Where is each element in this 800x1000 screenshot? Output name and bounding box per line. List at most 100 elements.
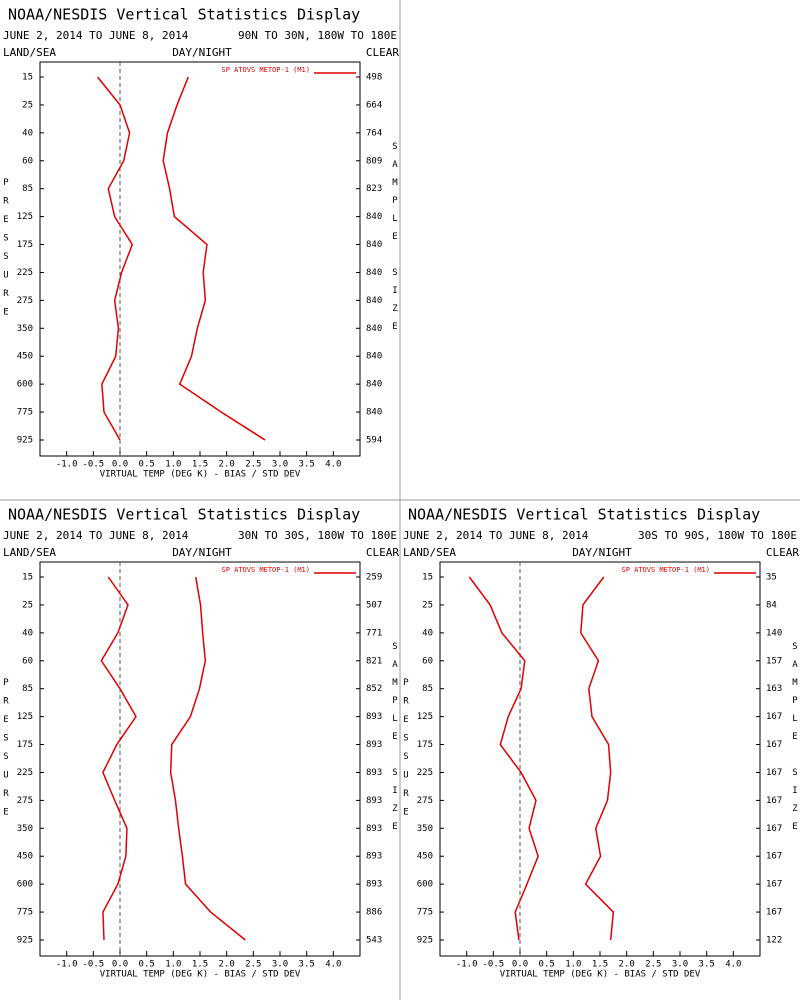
- legend-label: SP ATOVS METOP-1 (M1): [221, 66, 310, 74]
- pressure-label: 600: [17, 380, 33, 390]
- pressure-label: 60: [22, 656, 33, 666]
- x-tick-label: 1.0: [165, 960, 181, 970]
- x-tick-label: 2.0: [219, 460, 235, 470]
- pressure-label: 175: [17, 240, 33, 250]
- pressure-label: 40: [22, 128, 33, 138]
- sample-size: 167: [766, 908, 782, 918]
- pressure-label: 350: [417, 824, 433, 834]
- sample-size: 840: [366, 212, 382, 222]
- panel: NOAA/NESDIS Vertical Statistics Display J…: [3, 506, 399, 980]
- pressure-label: 925: [17, 936, 33, 946]
- chart-title: NOAA/NESDIS Vertical Statistics Display: [8, 6, 360, 24]
- x-axis-label: VIRTUAL TEMP (DEG K) - BIAS / STD DEV: [500, 970, 701, 980]
- x-tick-label: 4.0: [325, 960, 341, 970]
- sample-size: 543: [366, 936, 382, 946]
- pressure-label: 450: [417, 852, 433, 862]
- pressure-label: 275: [417, 796, 433, 806]
- pressure-label: 350: [17, 324, 33, 334]
- sample-size: 893: [366, 712, 382, 722]
- sample-size: 140: [766, 628, 782, 638]
- pressure-label: 175: [417, 740, 433, 750]
- day-night: DAY/NIGHT: [572, 546, 632, 559]
- sample-size: 840: [366, 324, 382, 334]
- profile-line: [100, 576, 137, 941]
- land-sea: LAND/SEA: [3, 46, 56, 59]
- legend-label: SP ATOVS METOP-1 (M1): [221, 566, 310, 574]
- sample-size: 886: [366, 908, 382, 918]
- sample-size: 893: [366, 796, 382, 806]
- x-tick-label: 2.0: [619, 960, 635, 970]
- x-tick-label: 4.0: [725, 960, 741, 970]
- chart-title: NOAA/NESDIS Vertical Statistics Display: [408, 506, 760, 524]
- pressure-label: 925: [17, 436, 33, 446]
- x-tick-label: 0.5: [139, 960, 155, 970]
- pressure-label: 85: [22, 184, 33, 194]
- pressure-label: 25: [22, 100, 33, 110]
- sample-size: 157: [766, 656, 782, 666]
- sample-size: 35: [766, 573, 777, 583]
- sample-size: 840: [366, 380, 382, 390]
- sample-size: 507: [366, 600, 382, 610]
- sample-size: 893: [366, 740, 382, 750]
- pressure-label: 125: [17, 212, 33, 222]
- day-night: DAY/NIGHT: [172, 46, 232, 59]
- x-tick-label: 1.0: [565, 960, 581, 970]
- panel: NOAA/NESDIS Vertical Statistics Display J…: [403, 506, 799, 980]
- pressure-label: 125: [417, 712, 433, 722]
- sample-size: 259: [366, 573, 382, 583]
- region: 30N TO 30S, 180W TO 180E: [238, 529, 397, 542]
- pressure-label: 775: [17, 408, 33, 418]
- pressure-label: 15: [22, 573, 33, 583]
- x-tick-label: 3.5: [699, 960, 715, 970]
- x-tick-label: 1.5: [592, 960, 608, 970]
- clear: CLEAR: [366, 46, 399, 59]
- land-sea: LAND/SEA: [403, 546, 456, 559]
- pressure-label: 25: [422, 600, 433, 610]
- profile-line: [580, 576, 615, 941]
- pressure-label: 600: [17, 880, 33, 890]
- x-tick-label: 1.5: [192, 960, 208, 970]
- x-tick-label: 0.0: [512, 960, 528, 970]
- pressure-label: 225: [17, 768, 33, 778]
- date-range: JUNE 2, 2014 TO JUNE 8, 2014: [403, 529, 589, 542]
- pressure-label: 275: [17, 796, 33, 806]
- x-tick-label: 3.5: [299, 960, 315, 970]
- sample-size: 167: [766, 740, 782, 750]
- pressure-label: 60: [422, 656, 433, 666]
- sample-size: 893: [366, 852, 382, 862]
- x-tick-label: 3.5: [299, 460, 315, 470]
- x-axis-label: VIRTUAL TEMP (DEG K) - BIAS / STD DEV: [100, 970, 301, 980]
- sample-size: 821: [366, 656, 382, 666]
- sample-size: 594: [366, 436, 382, 446]
- pressure-label: 85: [422, 684, 433, 694]
- x-tick-label: 4.0: [325, 460, 341, 470]
- x-tick-label: 2.0: [219, 960, 235, 970]
- chart-title: NOAA/NESDIS Vertical Statistics Display: [8, 506, 360, 524]
- pressure-label: 350: [17, 824, 33, 834]
- clear: CLEAR: [766, 546, 799, 559]
- pressure-label: 40: [22, 628, 33, 638]
- x-tick-label: 2.5: [645, 960, 661, 970]
- sample-size: 840: [366, 240, 382, 250]
- pressure-label: 775: [417, 908, 433, 918]
- sample-size: 498: [366, 73, 382, 83]
- date-range: JUNE 2, 2014 TO JUNE 8, 2014: [3, 529, 189, 542]
- sample-size: 840: [366, 296, 382, 306]
- pressure-label: 600: [417, 880, 433, 890]
- sample-size: 84: [766, 600, 777, 610]
- sample-size: 167: [766, 768, 782, 778]
- sample-size: 167: [766, 712, 782, 722]
- x-tick-label: 3.0: [272, 460, 288, 470]
- sample-size: 840: [366, 408, 382, 418]
- sample-size: 167: [766, 852, 782, 862]
- sample-size: 823: [366, 184, 382, 194]
- pressure-label: 450: [17, 852, 33, 862]
- pressure-label: 15: [422, 573, 433, 583]
- sample-size: 764: [366, 128, 382, 138]
- pressure-label: 15: [22, 73, 33, 83]
- pressure-label: 125: [17, 712, 33, 722]
- region: 90N TO 30N, 180W TO 180E: [238, 29, 397, 42]
- pressure-label: 225: [417, 768, 433, 778]
